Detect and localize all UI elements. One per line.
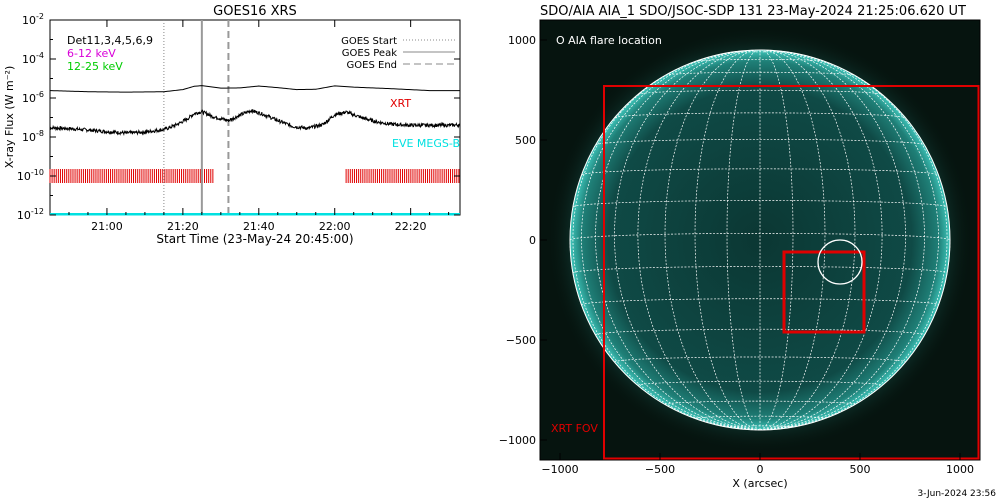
aia-y-tick-label: −1000 xyxy=(499,434,536,447)
grid-latitude-line xyxy=(637,380,883,386)
y-tick-exp: -12 xyxy=(31,207,44,216)
y-tick-label: 10-8 xyxy=(22,129,44,144)
grid-longitude-line xyxy=(759,49,856,431)
y-tick-label: 10-6 xyxy=(22,90,44,105)
aia-x-tick-label: −500 xyxy=(645,463,675,476)
aia-image-panel: SDO/AIA AIA_1 SDO/JSOC-SDP 131 23-May-20… xyxy=(499,4,981,490)
aia-y-tick-label: 0 xyxy=(529,234,536,247)
aia-title: SDO/AIA AIA_1 SDO/JSOC-SDP 131 23-May-20… xyxy=(540,4,966,19)
grid-longitude-line xyxy=(759,50,906,431)
y-tick-exp: -4 xyxy=(36,51,44,60)
aia-legend-text: O AIA flare location xyxy=(556,34,662,47)
grid-longitude-line xyxy=(637,49,761,431)
y-tick-exp: -2 xyxy=(36,12,44,21)
xrt-coverage-bars xyxy=(49,169,460,183)
goes-time-markers xyxy=(163,20,230,215)
x-tick-label: 21:20 xyxy=(167,220,199,233)
goes-y-axis-label: X-ray Flux (W m⁻²) xyxy=(3,66,16,168)
grid-latitude-line xyxy=(572,266,948,274)
legend-detector-entry: 12-25 keV xyxy=(67,60,123,73)
grid-longitude-line xyxy=(759,53,948,431)
aia-x-tick-label: 1000 xyxy=(946,463,974,476)
y-tick-label: 10-10 xyxy=(17,168,44,183)
y-tick-base: 10 xyxy=(17,170,31,183)
grid-latitude-line xyxy=(695,58,825,62)
aia-y-tick-label: 1000 xyxy=(508,34,536,47)
grid-longitude-line xyxy=(759,50,925,431)
y-tick-base: 10 xyxy=(22,131,36,144)
y-tick-label: 10-4 xyxy=(22,51,44,66)
grid-longitude-line xyxy=(759,50,939,431)
grid-longitude-line xyxy=(572,53,761,431)
x-tick-label: 22:20 xyxy=(395,220,427,233)
aia-x-axis-label: X (arcsec) xyxy=(732,477,787,490)
legend-marker-entry: GOES Peak xyxy=(342,48,397,59)
aia-y-tick-label: 500 xyxy=(515,134,536,147)
xrt-fov-box xyxy=(603,85,980,460)
y-tick-label: 10-2 xyxy=(22,12,44,27)
y-tick-exp: -10 xyxy=(31,168,44,177)
grid-longitude-line xyxy=(759,49,826,431)
grid-latitude-line xyxy=(595,328,925,336)
aia-x-tick-label: −1000 xyxy=(541,463,578,476)
grid-latitude-line xyxy=(637,89,883,95)
xrt-fov-label: XRT FOV xyxy=(551,422,598,435)
series-line xyxy=(49,85,460,93)
limb-circle xyxy=(569,49,951,431)
aia-x-tick-label: 500 xyxy=(850,463,871,476)
xrt-annotation: XRT xyxy=(390,97,411,110)
grid-longitude-line xyxy=(664,49,761,431)
y-tick-base: 10 xyxy=(22,53,36,66)
aia-y-tick-label: −500 xyxy=(506,334,536,347)
goes-x-axis: 21:00 21:20 21:40 22:00 22:20 xyxy=(68,20,450,233)
grid-longitude-line xyxy=(726,49,761,431)
y-tick-exp: -6 xyxy=(36,90,44,99)
goes-x-axis-label: Start Time (23-May-24 20:45:00) xyxy=(156,232,353,246)
aia-y-axis: 1000 500 0 −500 −1000 xyxy=(499,34,547,447)
grid-latitude-line xyxy=(694,415,826,419)
series-line xyxy=(49,108,460,136)
grid-longitude-line xyxy=(759,49,794,431)
legend-detector-entry: 6-12 keV xyxy=(67,47,116,60)
aia-x-axis: −1000 −500 0 500 1000 xyxy=(541,453,974,476)
y-tick-base: 10 xyxy=(22,14,36,27)
aia-x-tick-label: 0 xyxy=(757,463,764,476)
y-tick-base: 10 xyxy=(22,92,36,105)
heliographic-grid xyxy=(569,49,951,431)
grid-longitude-line xyxy=(595,50,761,431)
y-tick-exp: -8 xyxy=(36,129,44,138)
grid-latitude-line xyxy=(581,168,939,176)
grid-longitude-line xyxy=(694,49,761,431)
eve-annotation: EVE MEGS-B xyxy=(392,137,460,150)
legend-marker-entry: GOES Start xyxy=(341,36,397,47)
x-tick-label: 21:40 xyxy=(243,220,275,233)
goes-chart-title: GOES16 XRS xyxy=(213,4,297,19)
flare-region-box xyxy=(782,250,866,334)
legend-detector-entry: Det11,3,4,5,6,9 xyxy=(67,34,153,47)
y-tick-label: 10-12 xyxy=(17,207,44,222)
footer-timestamp: 3-Jun-2024 23:56 xyxy=(918,489,997,499)
grid-longitude-line xyxy=(614,50,761,431)
grid-longitude-line xyxy=(759,49,883,431)
y-tick-base: 10 xyxy=(17,209,31,222)
legend-marker-entry: GOES End xyxy=(347,60,397,71)
grid-latitude-line xyxy=(614,112,906,118)
x-tick-label: 22:00 xyxy=(319,220,351,233)
flare-location-circle xyxy=(817,239,863,285)
grid-longitude-line xyxy=(581,50,761,431)
x-tick-label: 21:00 xyxy=(91,220,123,233)
